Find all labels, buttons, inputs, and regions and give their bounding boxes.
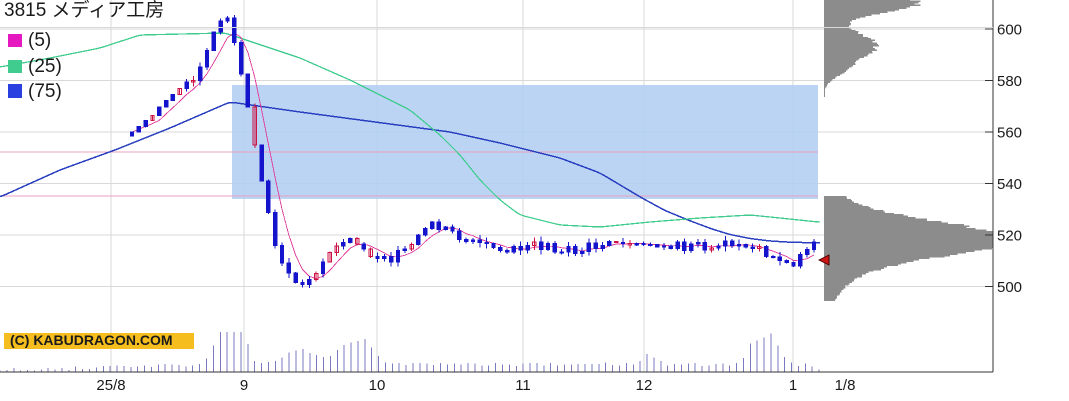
svg-text:1/8: 1/8	[835, 377, 856, 394]
svg-text:560: 560	[997, 125, 1022, 142]
svg-text:25/8: 25/8	[96, 377, 125, 394]
svg-text:580: 580	[997, 73, 1022, 90]
svg-text:11: 11	[515, 377, 531, 394]
svg-text:3815 メディア工房: 3815 メディア工房	[4, 0, 164, 21]
svg-text:12: 12	[636, 377, 653, 394]
svg-text:9: 9	[240, 377, 248, 394]
svg-text:(5): (5)	[28, 30, 51, 51]
svg-text:1: 1	[789, 377, 797, 394]
svg-text:(C) KABUDRAGON.COM: (C) KABUDRAGON.COM	[10, 332, 173, 348]
svg-text:600: 600	[997, 22, 1022, 39]
svg-text:520: 520	[997, 228, 1022, 245]
svg-text:10: 10	[369, 377, 386, 394]
svg-text:540: 540	[997, 176, 1022, 193]
svg-text:500: 500	[997, 279, 1022, 296]
svg-text:(25): (25)	[28, 56, 62, 77]
svg-text:(75): (75)	[28, 81, 62, 102]
